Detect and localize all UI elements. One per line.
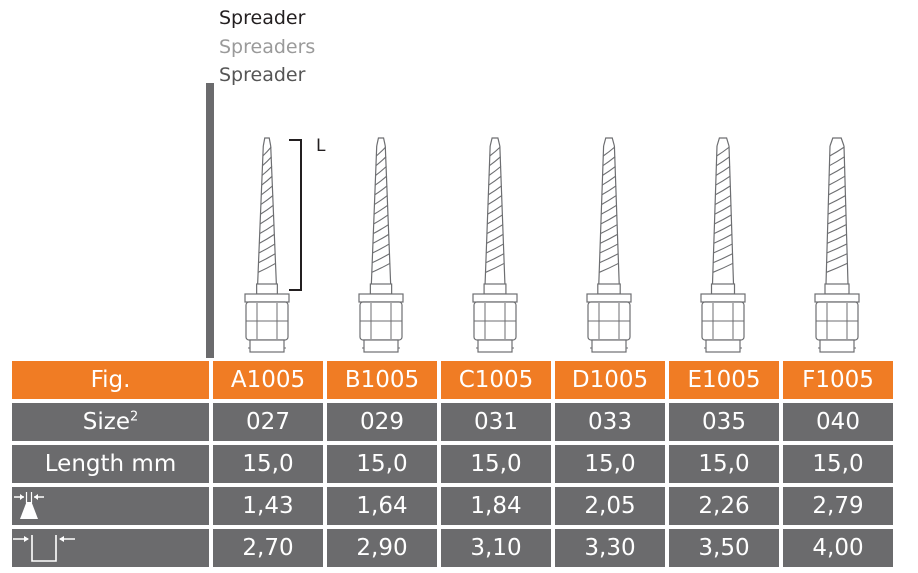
table-row: Length mm 15,0 15,0 15,0 15,0 15,0 15,0 (12, 445, 893, 483)
table-cell: 3,50 (669, 529, 779, 567)
instrument-image-f1005 (806, 132, 868, 358)
table-cell: 033 (555, 403, 665, 441)
table-cell: 1,64 (327, 487, 437, 525)
table-cell: 1,84 (441, 487, 551, 525)
shaft-diameter-label (12, 529, 209, 567)
shaft-diameter-icon (13, 535, 75, 562)
table-cell: 15,0 (327, 445, 437, 483)
table-cell: 2,70 (213, 529, 323, 567)
table-row: Size2 027 029 031 033 035 040 (12, 403, 893, 441)
table-cell: 15,0 (555, 445, 665, 483)
table-row: 2,70 2,90 3,10 3,30 3,50 4,00 (12, 529, 893, 567)
tip-diameter-icon (14, 492, 44, 519)
table-cell: 15,0 (783, 445, 893, 483)
table-cell: 2,90 (327, 529, 437, 567)
table-cell: 2,26 (669, 487, 779, 525)
instrument-image-c1005 (464, 132, 526, 358)
header-cell: B1005 (327, 361, 437, 399)
spreader-drawing (472, 137, 518, 353)
table-cell: 3,30 (555, 529, 665, 567)
table-cell: 4,00 (783, 529, 893, 567)
table-cell: 15,0 (669, 445, 779, 483)
instrument-image-e1005 (692, 132, 754, 358)
length-bracket (289, 139, 302, 291)
table-cell: 040 (783, 403, 893, 441)
spreader-drawing (586, 137, 632, 353)
table-cell: 031 (441, 403, 551, 441)
table-cell: 035 (669, 403, 779, 441)
header-cell: C1005 (441, 361, 551, 399)
specification-table: Fig. A1005 B1005 C1005 D1005 E1005 F1005… (8, 357, 897, 571)
header-cell: A1005 (213, 361, 323, 399)
table-row: 1,43 1,64 1,84 2,05 2,26 2,79 (12, 487, 893, 525)
table-cell: 029 (327, 403, 437, 441)
tip-diameter-label (12, 487, 209, 525)
table-cell: 2,05 (555, 487, 665, 525)
table-header-row: Fig. A1005 B1005 C1005 D1005 E1005 F1005 (12, 361, 893, 399)
length-label: Length mm (12, 445, 209, 483)
size-label: Size2 (12, 403, 209, 441)
length-marker-label: L (316, 136, 326, 156)
size-footnote: 2 (129, 409, 139, 425)
table-cell: 027 (213, 403, 323, 441)
header-cell: D1005 (555, 361, 665, 399)
table-cell: 1,43 (213, 487, 323, 525)
title-line-3: Spreader (219, 64, 306, 86)
title-line-1: Spreader (219, 7, 306, 29)
table-cell: 15,0 (441, 445, 551, 483)
table-cell: 15,0 (213, 445, 323, 483)
header-cell: E1005 (669, 361, 779, 399)
table-cell: 3,10 (441, 529, 551, 567)
spreader-drawing (244, 137, 290, 353)
instrument-image-a1005 (236, 132, 298, 358)
header-label: Fig. (12, 361, 209, 399)
spreader-drawing (814, 137, 860, 353)
header-cell: F1005 (783, 361, 893, 399)
spreader-drawing (358, 137, 404, 353)
title-line-2: Spreaders (219, 35, 316, 58)
vertical-divider (206, 83, 214, 358)
instrument-image-b1005 (350, 132, 412, 358)
table-cell: 2,79 (783, 487, 893, 525)
title-block: Spreader Spreaders Spreader (219, 4, 315, 90)
spreader-drawing (700, 137, 746, 353)
instrument-image-d1005 (578, 132, 640, 358)
size-label-text: Size (82, 409, 130, 435)
